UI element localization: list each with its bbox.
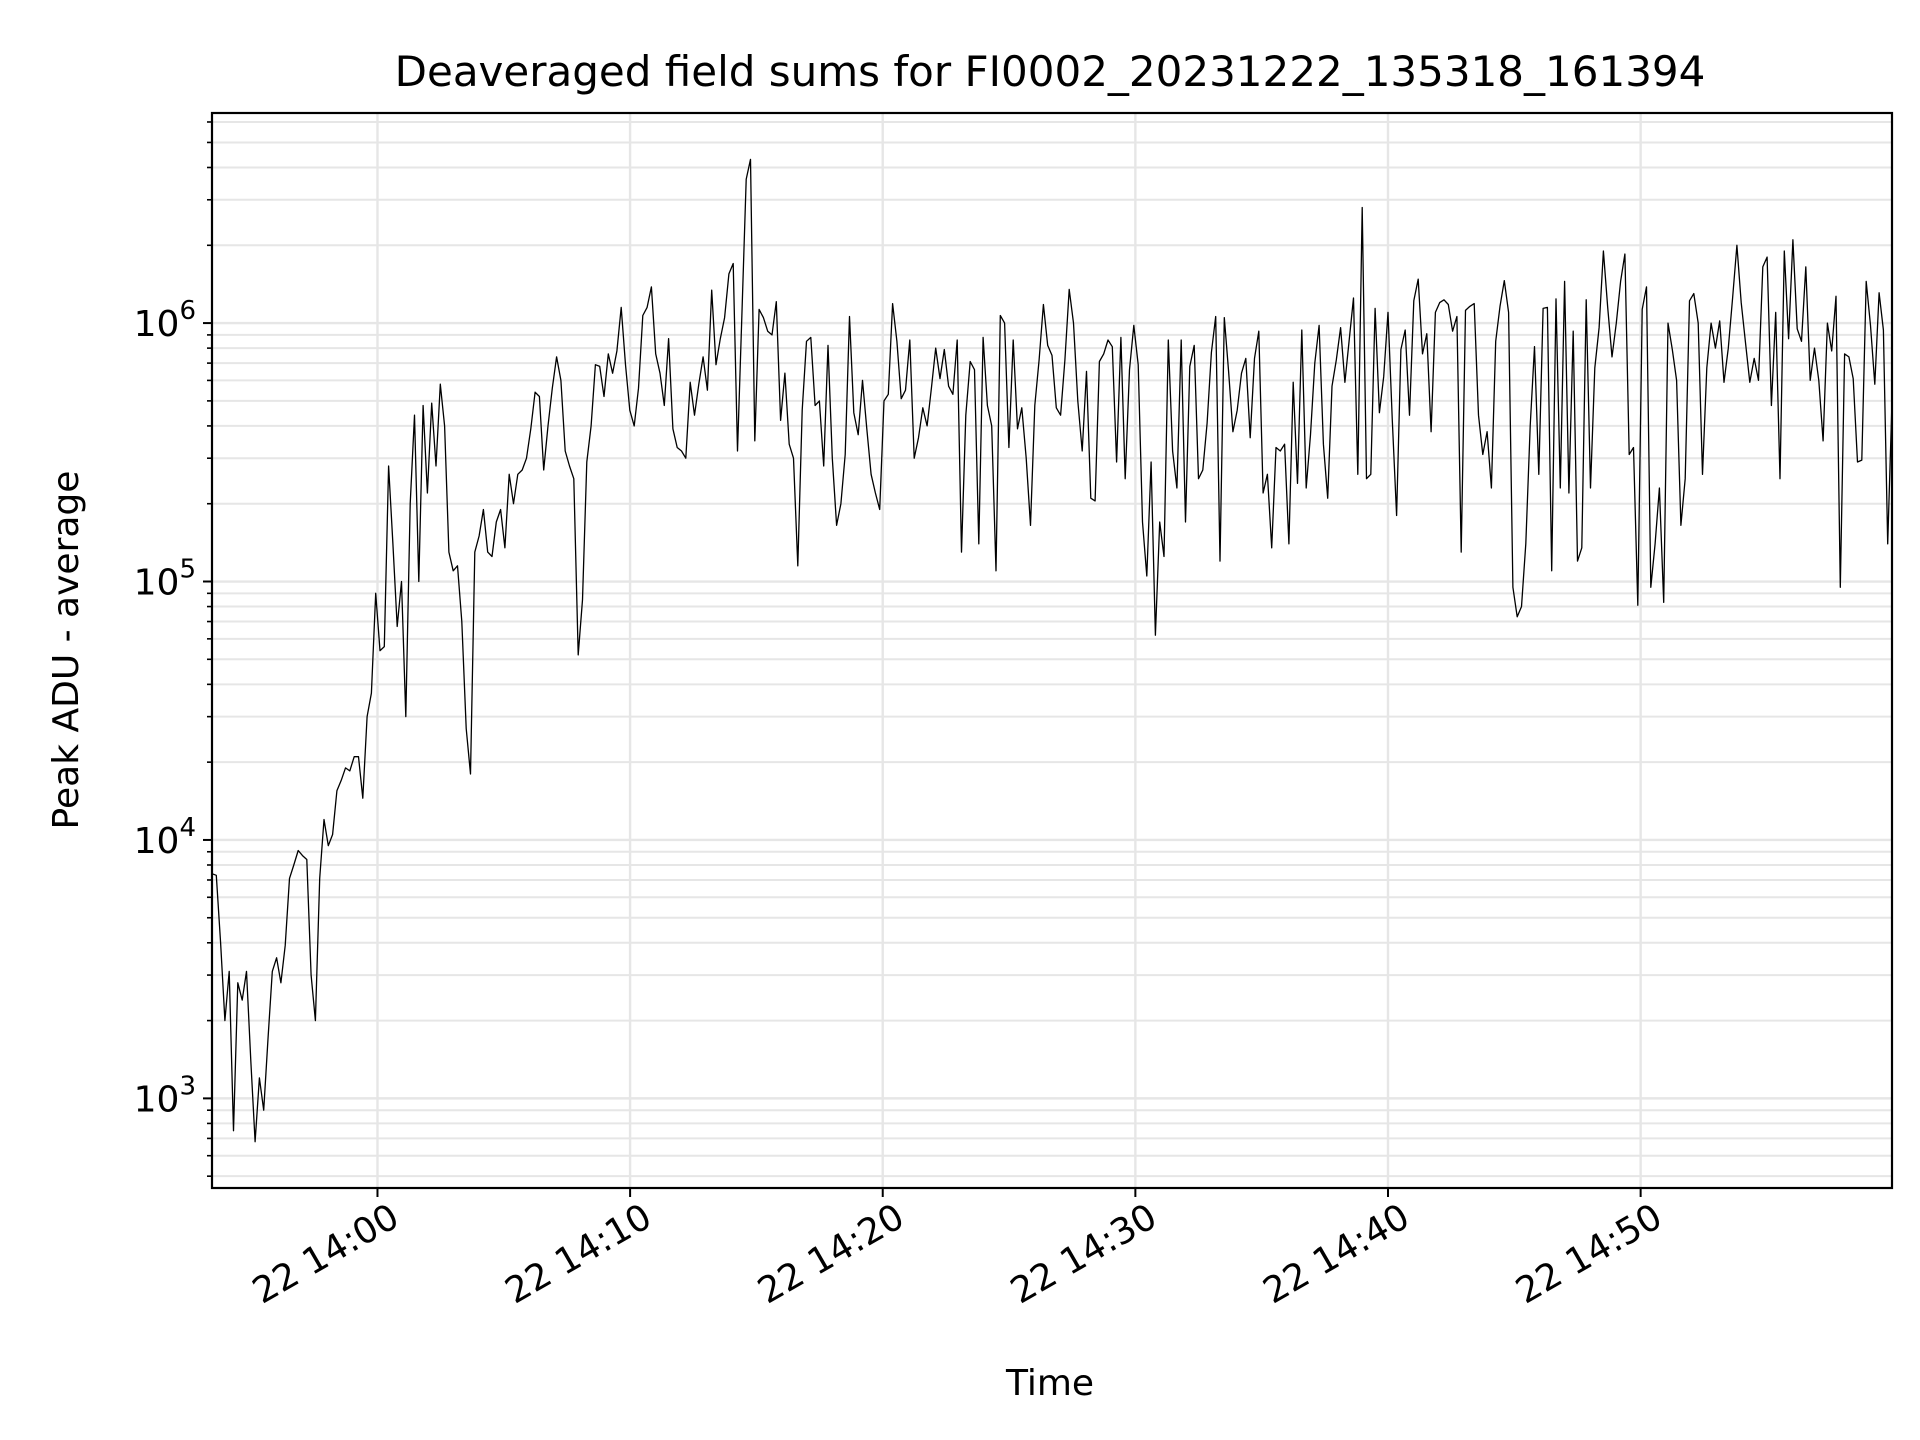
x-tick-label: 22 14:50 bbox=[1509, 1196, 1669, 1312]
y-tick-label: 105 bbox=[134, 555, 196, 604]
x-tick-label: 22 14:20 bbox=[751, 1196, 911, 1312]
y-axis-label: Peak ADU - average bbox=[46, 471, 87, 830]
series-line-layer bbox=[211, 158, 1893, 1143]
grid bbox=[212, 113, 1892, 1188]
chart-title: Deaveraged field sums for FI0002_2023122… bbox=[395, 47, 1706, 96]
x-axis: 22 14:00 22 14:10 22 14:20 22 14:30 22 14:40… bbox=[246, 1188, 1669, 1312]
x-tick-label: 22 14:40 bbox=[1257, 1196, 1417, 1312]
x-tick-label: 22 14:30 bbox=[1004, 1196, 1164, 1312]
plot-frame bbox=[210, 111, 1894, 1190]
y-tick-label: 106 bbox=[134, 296, 196, 345]
x-tick-label: 22 14:00 bbox=[246, 1196, 406, 1312]
x-tick-label: 22 14:10 bbox=[499, 1196, 659, 1312]
y-tick-label: 104 bbox=[134, 813, 196, 862]
series-line bbox=[211, 158, 1893, 1143]
x-axis-label: Time bbox=[1005, 1363, 1094, 1404]
y-axis: 103 104 105 106 bbox=[134, 121, 212, 1177]
y-tick-label: 103 bbox=[134, 1071, 196, 1120]
